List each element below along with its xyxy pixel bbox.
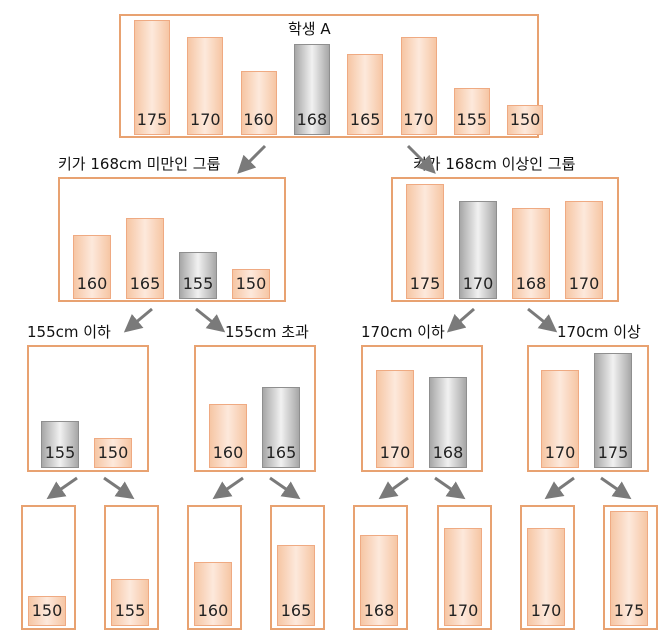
- bar-value-label: 150: [235, 274, 267, 293]
- bar-value-label: 168: [432, 442, 464, 462]
- bar-value-label: 170: [544, 443, 576, 462]
- bar-value-label: 155: [44, 443, 76, 462]
- bar-value-label: 170: [403, 110, 434, 129]
- bar-le170-0: 170: [376, 370, 414, 468]
- bar-root-5: 170: [400, 37, 437, 135]
- split-label-gt155: 155cm 초과: [225, 323, 309, 341]
- branch-arrow-2: [123, 307, 153, 333]
- branch-arrow-1: [406, 144, 436, 174]
- bar-value-label: 155: [182, 274, 214, 293]
- bar-value-label: 170: [379, 443, 411, 462]
- bar-value-label: 165: [265, 443, 297, 462]
- bar-gt155-1: 165: [262, 387, 300, 468]
- branch-arrow-6: [46, 476, 78, 500]
- bar-le155-1: 150: [94, 438, 132, 468]
- bar-value-label: 160: [197, 601, 229, 620]
- bar-value-label: 165: [280, 601, 312, 620]
- branch-arrow-11: [434, 476, 466, 500]
- bar-root-0: 175: [134, 20, 170, 135]
- bar-ge170-0: 170: [541, 370, 579, 468]
- branch-arrow-10: [378, 476, 409, 500]
- branch-arrow-3: [195, 307, 226, 333]
- bar-value-label: 170: [530, 601, 562, 620]
- bar-value-label: 155: [114, 601, 146, 620]
- bar-value-label: 160: [76, 274, 108, 293]
- bar-value-label: 168: [515, 273, 547, 293]
- bar-value-label: 160: [243, 110, 274, 129]
- bar-value-label: 165: [129, 274, 161, 293]
- bar-value-label: 175: [597, 443, 629, 462]
- bar-ge168-3: 170: [565, 201, 603, 299]
- bar-lt168-1: 165: [126, 218, 164, 299]
- bar-value-label: 175: [613, 601, 645, 620]
- branch-arrow-8: [212, 476, 244, 500]
- bar-lt168-0: 160: [73, 235, 111, 299]
- bar-ge168-1: 170: [459, 201, 497, 299]
- bar-value-label: 170: [190, 110, 221, 129]
- bar-leaf8-0: 175: [610, 511, 648, 626]
- bar-value-label: 170: [568, 274, 600, 293]
- bar-lt168-2: 155: [179, 252, 217, 299]
- branch-arrow-7: [103, 476, 135, 500]
- bar-value-label: 155: [456, 110, 488, 129]
- bar-value-label: 170: [447, 601, 479, 620]
- bar-root-7: 150: [507, 105, 544, 135]
- bar-le155-0: 155: [41, 421, 79, 468]
- bar-root-1: 170: [187, 37, 224, 135]
- branch-arrow-0: [237, 144, 267, 174]
- branch-arrow-9: [269, 476, 301, 500]
- bar-le170-1: 168: [429, 376, 467, 468]
- bar-ge168-0: 175: [406, 184, 444, 299]
- bar-value-label: 150: [97, 443, 129, 462]
- bar-gt155-0: 160: [209, 404, 247, 468]
- branch-arrow-13: [600, 476, 632, 500]
- split-label-lt168: 키가 168cm 미만인 그룹: [58, 155, 221, 173]
- bar-ge170-1: 175: [594, 353, 632, 468]
- bar-leaf2-0: 155: [111, 579, 149, 626]
- bar-value-label: 170: [462, 274, 494, 293]
- bar-value-label: 168: [296, 109, 328, 129]
- bar-ge168-2: 168: [512, 207, 550, 299]
- split-label-le170: 170cm 이하: [361, 323, 445, 341]
- bar-leaf4-0: 165: [277, 545, 315, 626]
- branch-arrow-4: [446, 307, 475, 333]
- bar-root-4: 165: [347, 54, 384, 135]
- bar-value-label: 168: [363, 600, 395, 620]
- split-label-ge170: 170cm 이상: [557, 323, 641, 341]
- bar-root-3: 168: [293, 43, 330, 135]
- branch-arrow-12: [544, 476, 575, 500]
- bar-leaf6-0: 170: [444, 528, 482, 626]
- bar-leaf5-0: 168: [360, 534, 398, 626]
- split-label-le155: 155cm 이하: [27, 323, 111, 341]
- split-label-ge168: 키가 168cm 이상인 그룹: [413, 155, 576, 173]
- bar-lt168-3: 150: [232, 269, 270, 299]
- bar-value-label: 175: [136, 110, 168, 129]
- bar-value-label: 160: [212, 443, 244, 462]
- bar-leaf3-0: 160: [194, 562, 232, 626]
- bar-value-label: 165: [349, 110, 381, 129]
- bar-leaf7-0: 170: [527, 528, 565, 626]
- bar-root-2: 160: [240, 71, 277, 135]
- bar-root-6: 155: [453, 88, 490, 135]
- node-title-root: 학생 A: [288, 20, 331, 38]
- bar-value-label: 150: [509, 110, 541, 129]
- branch-arrow-5: [527, 307, 558, 333]
- bar-leaf1-0: 150: [28, 596, 66, 626]
- bar-value-label: 175: [409, 274, 441, 293]
- bar-value-label: 150: [31, 601, 63, 620]
